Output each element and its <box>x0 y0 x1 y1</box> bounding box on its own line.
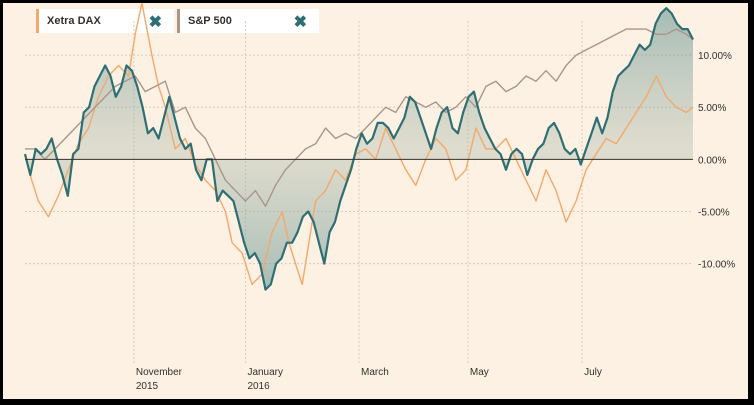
x-tick-label: March <box>361 367 389 378</box>
legend-chip-xetra-dax: Xetra DAX ✖ <box>36 9 174 33</box>
y-tick-label: -10.00% <box>698 260 735 271</box>
line-chart: 10.00% 5.00% 0.00% -5.00% -10.00% November 201… <box>23 3 735 392</box>
series-line-relative <box>23 7 694 291</box>
remove-xetra-dax-icon[interactable]: ✖ <box>148 14 162 31</box>
legend-label-sp500: S&P 500 <box>188 15 232 27</box>
x-tick-sublabel: 2015 <box>136 381 159 392</box>
x-tick-label: November <box>136 367 183 378</box>
relative-area-fill <box>25 8 693 290</box>
y-tick-label: 5.00% <box>698 103 726 114</box>
remove-sp500-icon[interactable]: ✖ <box>293 14 307 31</box>
y-tick-label: 10.00% <box>698 51 732 62</box>
x-tick-label: May <box>470 367 489 378</box>
y-tick-label: -5.00% <box>698 207 730 218</box>
legend-chip-sp500: S&P 500 ✖ <box>177 9 319 33</box>
y-tick-label: 0.00% <box>698 155 726 166</box>
chart-container: Xetra DAX ✖ S&P 500 ✖ 10.00% 5.00% 0.00% -5… <box>3 3 748 399</box>
x-tick-label: July <box>584 367 602 378</box>
legend-label-xetra-dax: Xetra DAX <box>47 15 101 27</box>
x-tick-label: January <box>247 367 283 378</box>
series-line-xetra-dax <box>24 3 694 286</box>
x-tick-sublabel: 2016 <box>247 381 270 392</box>
